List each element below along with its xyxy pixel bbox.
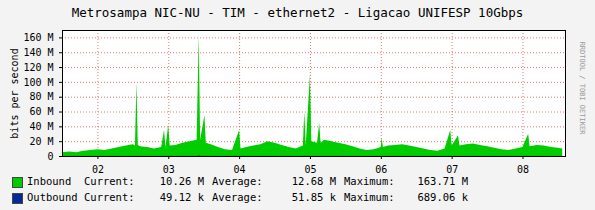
svg-text:0: 0 [47, 151, 53, 162]
html-text:Inbound: Inbound [27, 175, 72, 187]
html-text:Average:: Average: [212, 191, 263, 203]
html-text:Current:: Current: [84, 191, 135, 203]
svg-text:bits per second: bits per second [9, 48, 20, 138]
html-text:163.71 M: 163.71 M [417, 175, 468, 187]
html-text:Average:: Average: [212, 175, 263, 187]
svg-text:120 M: 120 M [23, 62, 53, 73]
html-text:12.68 M: 12.68 M [291, 175, 336, 187]
html-text:Maximum:: Maximum: [344, 191, 395, 203]
svg-text:07: 07 [446, 164, 458, 174]
svg-text:140 M: 140 M [23, 47, 53, 58]
html-text:Maximum:: Maximum: [344, 175, 395, 187]
html-text:Metrosampa NIC-NU - TIM - ethe: Metrosampa NIC-NU - TIM - ethernet2 - Li… [71, 5, 524, 20]
svg-text:04: 04 [234, 164, 246, 174]
svg-text:160 M: 160 M [23, 32, 53, 43]
html-text:10.26 M: 10.26 M [159, 175, 204, 187]
svg-text:05: 05 [304, 164, 316, 174]
svg-text:80 M: 80 M [29, 91, 53, 102]
svg-text:02: 02 [92, 164, 104, 174]
html-text:Outbound: Outbound [27, 191, 78, 203]
svg-text:60 M: 60 M [29, 106, 53, 117]
svg-text:06: 06 [375, 164, 387, 174]
html-text:Current:: Current: [84, 175, 135, 187]
svg-text:100 M: 100 M [23, 77, 53, 88]
svg-text:08: 08 [517, 164, 529, 174]
html-text:51.85 k: 51.85 k [291, 191, 336, 203]
svg-text:03: 03 [163, 164, 175, 174]
svg-text:40 M: 40 M [29, 121, 53, 132]
html-text:49.12 k: 49.12 k [159, 191, 204, 203]
html-text:689.06 k: 689.06 k [417, 191, 468, 203]
html-text:RRDTOOL / TOBI OETIKER: RRDTOOL / TOBI OETIKER [578, 41, 586, 135]
svg-text:20 M: 20 M [29, 136, 53, 147]
